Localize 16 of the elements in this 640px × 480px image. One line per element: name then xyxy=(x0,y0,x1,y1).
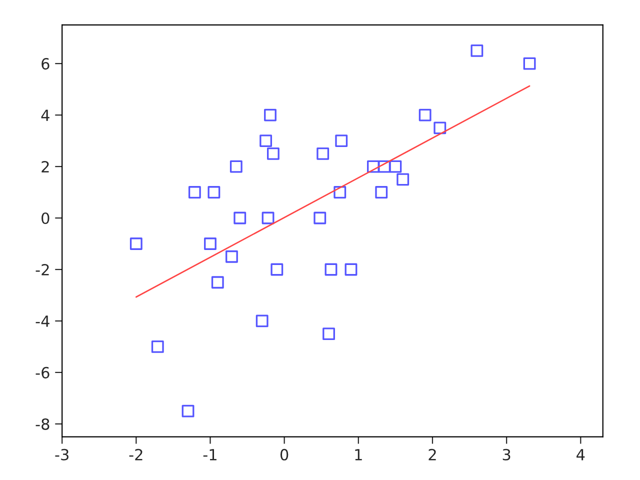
y-tick-label: 0 xyxy=(42,212,50,224)
x-tick-label: -3 xyxy=(55,448,68,460)
x-tick-label: -1 xyxy=(203,449,216,460)
y-tick-label: 2 xyxy=(42,160,49,172)
y-tick-label: -6 xyxy=(36,366,50,378)
x-tick-label: 2 xyxy=(428,448,436,460)
y-tick-label: -4 xyxy=(36,316,50,327)
x-tick-label: -2 xyxy=(129,448,142,460)
x-tick-label: 0 xyxy=(280,448,288,460)
x-tick-label: 3 xyxy=(502,448,510,460)
x-tick-label: 4 xyxy=(576,449,585,460)
y-tick-label: 4 xyxy=(41,110,50,121)
y-tick-label: -2 xyxy=(36,264,49,276)
y-tick-label: 6 xyxy=(42,58,50,70)
y-tick-label: -8 xyxy=(36,418,50,430)
x-tick-label: 1 xyxy=(355,449,362,460)
